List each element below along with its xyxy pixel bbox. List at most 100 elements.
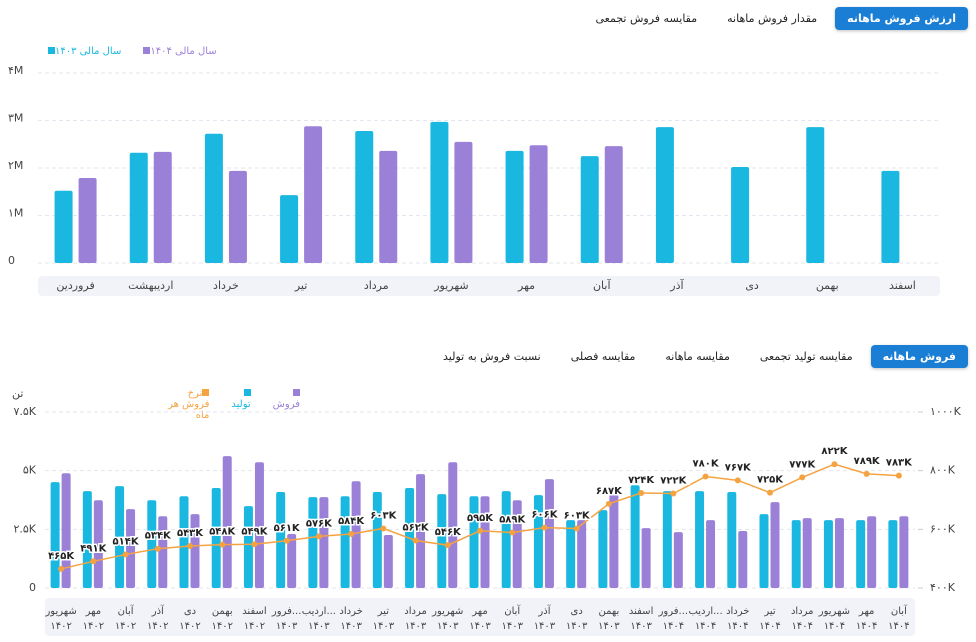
line-marker [444, 542, 451, 549]
data-label: ۵۴۸K [209, 527, 236, 538]
bar [126, 509, 136, 588]
bar [529, 145, 548, 263]
line-marker [767, 489, 773, 496]
x-tick-sublabel: ۱۴۰۳ [566, 621, 588, 632]
x-tick-sublabel: ۱۴۰۳ [469, 621, 491, 632]
bar [454, 141, 473, 263]
x-tick-label: مهر [858, 606, 874, 617]
line-marker [412, 537, 419, 544]
data-label: ۵۷۶K [306, 518, 333, 529]
data-label: ۷۲۲K [660, 476, 687, 487]
data-label: ۵۸۹K [499, 515, 526, 526]
x-tick-sublabel: ۱۴۰۲ [115, 621, 136, 632]
y2-tick-label: ۱۰۰۰K [930, 405, 962, 418]
bar [695, 491, 705, 588]
data-label: ۸۲۲K [821, 446, 848, 457]
line-marker [187, 543, 193, 550]
bar [179, 496, 189, 588]
x-tick-label: آذر [537, 604, 551, 617]
bar [437, 494, 447, 588]
bar [770, 502, 780, 588]
bar [580, 156, 599, 263]
legend-label: سال مالی ۱۴۰۳ [55, 46, 122, 57]
x-tick-label: مهر [517, 279, 535, 292]
tab[interactable]: مقدار فروش ماهانه [727, 12, 818, 25]
legend-label: سال مالی ۱۴۰۴ [150, 46, 217, 57]
legend-item: سال مالی ۱۴۰۴ [143, 46, 217, 57]
x-tick-label: آبان [891, 604, 908, 617]
x-tick-sublabel: ۱۴۰۳ [308, 621, 330, 632]
bar [609, 494, 619, 588]
x-tick-sublabel: ۱۴۰۲ [179, 621, 200, 632]
bar [211, 488, 221, 588]
x-tick-label: اردیب... [688, 606, 722, 617]
x-tick-label: شهریور [44, 606, 76, 617]
legend-swatch [293, 389, 300, 396]
bar [355, 130, 374, 263]
bar [791, 520, 801, 588]
x-tick-label: شهریور [818, 606, 850, 617]
bar [731, 167, 750, 263]
bar [566, 520, 576, 588]
line-marker [863, 470, 870, 477]
bar [129, 152, 148, 263]
x-tick-sublabel: ۱۴۰۳ [598, 621, 620, 632]
legend-item: تولید [231, 388, 251, 421]
x-tick-sublabel: ۱۴۰۳ [501, 621, 523, 632]
tab[interactable]: مقایسه تولید تجمعی [759, 350, 853, 363]
bar [280, 195, 299, 263]
tab[interactable]: ارزش فروش ماهانه [835, 7, 968, 30]
data-label: ۷۲۵K [757, 475, 784, 486]
data-label: ۶۰۳K [564, 510, 591, 521]
x-tick-sublabel: ۱۴۰۳ [405, 621, 427, 632]
tab[interactable]: مقایسه ماهانه [665, 350, 730, 363]
bar [276, 492, 286, 588]
x-tick-sublabel: ۱۴۰۴ [856, 621, 877, 632]
x-tick-label: شهریور [431, 606, 463, 617]
bar [383, 534, 393, 588]
bar [430, 121, 449, 263]
bar [50, 482, 60, 588]
legend-swatch [48, 47, 55, 54]
bar [54, 190, 73, 263]
tab[interactable]: فروش ماهانه [870, 345, 968, 368]
x-tick-label: دی [571, 606, 583, 617]
line-marker [605, 500, 612, 507]
bar [351, 481, 361, 588]
legend-swatch [243, 389, 251, 396]
bar [881, 170, 900, 263]
line-marker [799, 474, 806, 481]
bar [533, 495, 543, 588]
x-tick-label: فرور... [658, 606, 689, 617]
x-tick-sublabel: ۱۴۰۳ [276, 621, 298, 632]
line-marker [895, 472, 902, 479]
data-label: ۷۲۴K [628, 475, 655, 486]
data-label: ۵۸۴K [338, 516, 365, 527]
x-tick-label: اسفند [242, 606, 266, 617]
tab[interactable]: مقایسه فصلی [570, 350, 636, 363]
y-tick-label: 0 [29, 581, 36, 594]
bar [115, 486, 125, 588]
bar [867, 516, 877, 588]
x-tick-sublabel: ۱۴۰۴ [695, 621, 716, 632]
x-tick-label: مرداد [364, 279, 389, 292]
data-label: ۵۶۲K [403, 522, 430, 533]
y-tick-label: ۱M [8, 207, 23, 220]
x-tick-label: آبان [504, 604, 521, 617]
bar [501, 491, 511, 588]
bar [469, 496, 479, 588]
x-tick-label: فروردین [56, 279, 94, 292]
data-label: ۵۹۵K [467, 513, 494, 524]
data-label: ۷۷۷K [789, 459, 816, 470]
bar [738, 530, 748, 588]
x-tick-sublabel: ۱۴۰۳ [340, 621, 362, 632]
bar [93, 500, 103, 588]
tab[interactable]: مقایسه فروش تجمعی [595, 12, 698, 25]
tab[interactable]: نسبت فروش به تولید [443, 350, 541, 363]
x-tick-sublabel: ۱۴۰۲ [244, 621, 265, 632]
x-tick-label: آذر [669, 278, 684, 292]
bar [505, 150, 524, 263]
bar [153, 151, 172, 263]
